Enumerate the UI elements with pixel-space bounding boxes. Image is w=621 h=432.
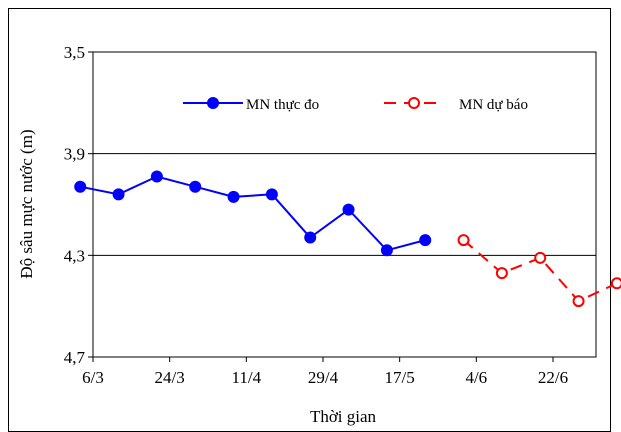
data-point — [342, 203, 355, 216]
data-point — [380, 244, 393, 257]
y-tick-label: 3,9 — [64, 145, 85, 164]
data-point — [150, 170, 163, 183]
legend-label-measured: MN thực đo — [246, 97, 319, 113]
x-tick-label: 24/3 — [155, 368, 185, 387]
data-point — [457, 234, 470, 247]
x-tick-label: 29/4 — [308, 368, 339, 387]
legend-marker-forecast — [408, 97, 420, 109]
legend-marker-measured — [207, 97, 219, 109]
y-tick-label: 4,3 — [64, 246, 85, 265]
x-tick-label: 6/3 — [82, 368, 104, 387]
chart-frame — [8, 8, 611, 432]
data-point — [189, 180, 202, 193]
y-axis-label: Độ sâu mực nước (m) — [17, 129, 36, 278]
x-tick-label: 22/6 — [538, 368, 568, 387]
series-layer — [74, 170, 621, 308]
data-point — [265, 188, 278, 201]
data-point — [610, 277, 621, 290]
y-tick-label: 3,5 — [64, 43, 85, 62]
legend-label-forecast: MN dự báo — [459, 97, 528, 113]
data-point — [534, 251, 547, 264]
grid-lines — [93, 153, 596, 256]
x-tick-label: 17/5 — [385, 368, 415, 387]
data-point — [419, 234, 432, 247]
y-tick-label: 4,7 — [64, 348, 86, 367]
x-axis: 6/3 24/3 11/4 29/4 17/5 4/6 22/6 — [82, 357, 568, 387]
x-tick-label: 11/4 — [232, 368, 262, 387]
data-point — [495, 267, 508, 280]
series-line-0 — [80, 175, 426, 252]
data-point — [112, 188, 125, 201]
data-point — [304, 231, 317, 244]
series-line-1 — [462, 239, 621, 303]
x-tick-label: 4/6 — [465, 368, 487, 387]
x-axis-label: Thời gian — [310, 407, 377, 426]
legend: MN thực đo MN dự báo — [183, 97, 528, 113]
y-axis: 3,5 3,9 4,3 4,7 — [64, 43, 93, 367]
data-point — [74, 180, 87, 193]
data-point — [227, 190, 240, 203]
plot-area — [92, 51, 597, 358]
data-point — [572, 295, 585, 308]
